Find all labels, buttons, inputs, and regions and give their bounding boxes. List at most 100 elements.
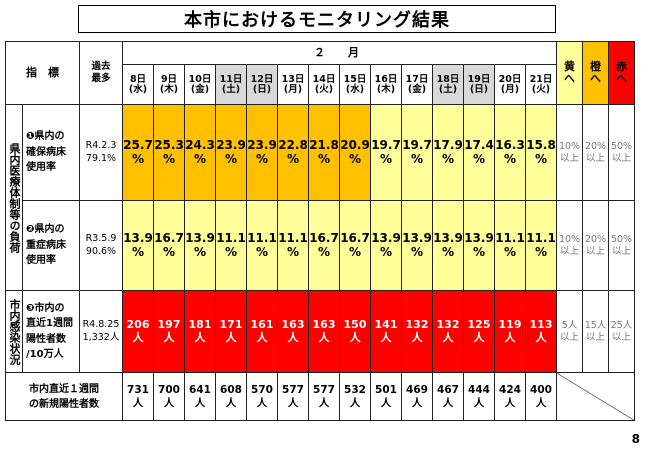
monitoring-table: 指 標過去 最多 ２ 月黄へ橙へ赤へ 8日 (水) 9日 (木) 10日 (金) 11日 (土) 12…: [5, 41, 635, 421]
value-cell: 11.1%: [277, 200, 309, 291]
weekly-new-cell: 700 人: [153, 372, 185, 421]
weekly-new-number: 501: [375, 383, 397, 396]
past-max-header-line: 最多: [91, 73, 111, 84]
indicator-label-line: ❸市内の: [26, 302, 65, 314]
weekly-new-cell: 501 人: [370, 372, 402, 421]
date-header: 21日 (火): [525, 64, 557, 105]
value-cell: 24.3%: [184, 104, 216, 201]
value-cell: 19.7%: [401, 104, 433, 201]
past-max-line: 1,332人: [82, 331, 120, 343]
threshold-line: 以上: [611, 331, 631, 343]
value-number: 13.9: [402, 231, 432, 246]
value-unit: 人: [504, 330, 516, 344]
weekly-new-cell: 577 人: [277, 372, 309, 421]
past-max-line: R4.8.25: [82, 319, 120, 331]
page-number: 8: [631, 432, 640, 446]
indicator-header: 指 標: [5, 41, 80, 105]
weekly-new-row: 市内直近１週間 の新規陽性者数 731 人 700 人 641 人 608 人 570 人 577 人 57…: [5, 372, 635, 421]
value-unit: %: [534, 244, 548, 259]
value-unit: 人: [535, 330, 547, 344]
value-cell: 197 人: [153, 290, 185, 373]
category-medical: 県内医療体制等の負荷: [5, 104, 23, 291]
date-header: 17日 (金): [401, 64, 433, 105]
value-number: 15.8: [526, 138, 556, 153]
indicator-label-line: 使用率: [26, 162, 56, 174]
alert-level-arrow: へ: [590, 72, 601, 85]
value-cell: 19.7%: [370, 104, 402, 201]
value-number: 113: [529, 318, 553, 332]
date-day: 19日: [467, 73, 491, 85]
weekly-new-number: 570: [251, 383, 273, 396]
weekly-new-label-line: の新規陽性者数: [29, 398, 99, 410]
value-cell: 206 人: [122, 290, 154, 373]
empty-diagonal-cell: [556, 372, 635, 421]
value-unit: 人: [163, 330, 175, 344]
alert-level-color: 橙: [590, 60, 601, 74]
date-day: 17日: [405, 73, 429, 85]
weekly-new-unit: 人: [318, 396, 330, 409]
date-weekday: (土): [438, 83, 458, 95]
value-cell: 13.9%: [463, 200, 495, 291]
value-number: 11.1: [278, 231, 308, 246]
value-number: 11.1: [247, 231, 277, 246]
value-unit: %: [286, 151, 300, 166]
weekly-new-cell: 731 人: [122, 372, 154, 421]
value-cell: 113 人: [525, 290, 557, 373]
value-unit: %: [348, 244, 362, 259]
weekly-new-cell: 532 人: [339, 372, 371, 421]
alert-level-header: 橙へ: [582, 41, 609, 105]
date-day: 9日: [160, 73, 178, 85]
value-number: 24.3: [185, 138, 215, 153]
threshold-line: 以上: [559, 245, 579, 257]
value-number: 150: [343, 318, 367, 332]
weekly-new-number: 608: [220, 383, 242, 396]
value-cell: 13.9%: [401, 200, 433, 291]
date-weekday: (金): [190, 83, 210, 95]
value-number: 206: [126, 318, 150, 332]
value-number: 163: [281, 318, 305, 332]
threshold-line: 10%: [558, 233, 581, 245]
value-unit: %: [472, 151, 486, 166]
indicator-label-line: ❶県内の: [26, 131, 65, 143]
weekly-new-unit: 人: [504, 396, 516, 409]
date-day: 18日: [436, 73, 460, 85]
value-number: 25.3: [154, 138, 184, 153]
threshold-line: 25人: [610, 319, 633, 331]
value-number: 25.7: [123, 138, 153, 153]
value-unit: %: [348, 151, 362, 166]
value-number: 13.9: [433, 231, 463, 246]
value-number: 141: [374, 318, 398, 332]
weekly-new-unit: 人: [380, 396, 392, 409]
value-cell: 141 人: [370, 290, 402, 373]
value-cell: 22.8%: [277, 104, 309, 201]
category-infection: 市内感染状況: [5, 290, 23, 373]
date-day: 20日: [498, 73, 522, 85]
value-unit: 人: [132, 330, 144, 344]
value-number: 13.9: [185, 231, 215, 246]
value-unit: %: [410, 244, 424, 259]
threshold-cell: 20% 以上: [582, 104, 609, 201]
indicator-row: 市内感染状況 ❸市内の 直近1週間 陽性者数/10万人 R4.8.25 1,332人 206…: [5, 290, 635, 373]
threshold-line: 以上: [585, 331, 605, 343]
weekly-new-cell: 570 人: [246, 372, 278, 421]
weekly-new-number: 577: [282, 383, 304, 396]
value-unit: 人: [194, 330, 206, 344]
date-weekday: (火): [531, 83, 551, 95]
threshold-line: 以上: [585, 152, 605, 164]
value-number: 11.1: [495, 231, 525, 246]
alert-level-color: 黄: [564, 60, 575, 74]
value-cell: 15.8%: [525, 104, 557, 201]
value-unit: %: [503, 151, 517, 166]
value-cell: 11.1%: [525, 200, 557, 291]
past-max-cell: R3.5.9 90.6%: [79, 200, 123, 291]
date-header: 8日 (水): [122, 64, 154, 105]
weekly-new-number: 444: [468, 383, 490, 396]
value-unit: 人: [380, 330, 392, 344]
value-number: 16.7: [340, 231, 370, 246]
category-label: 市内感染状況: [8, 298, 22, 365]
value-cell: 23.9%: [215, 104, 247, 201]
value-cell: 23.9%: [246, 104, 278, 201]
value-cell: 11.1%: [215, 200, 247, 291]
weekly-new-unit: 人: [349, 396, 361, 409]
date-day: 11日: [219, 73, 243, 85]
